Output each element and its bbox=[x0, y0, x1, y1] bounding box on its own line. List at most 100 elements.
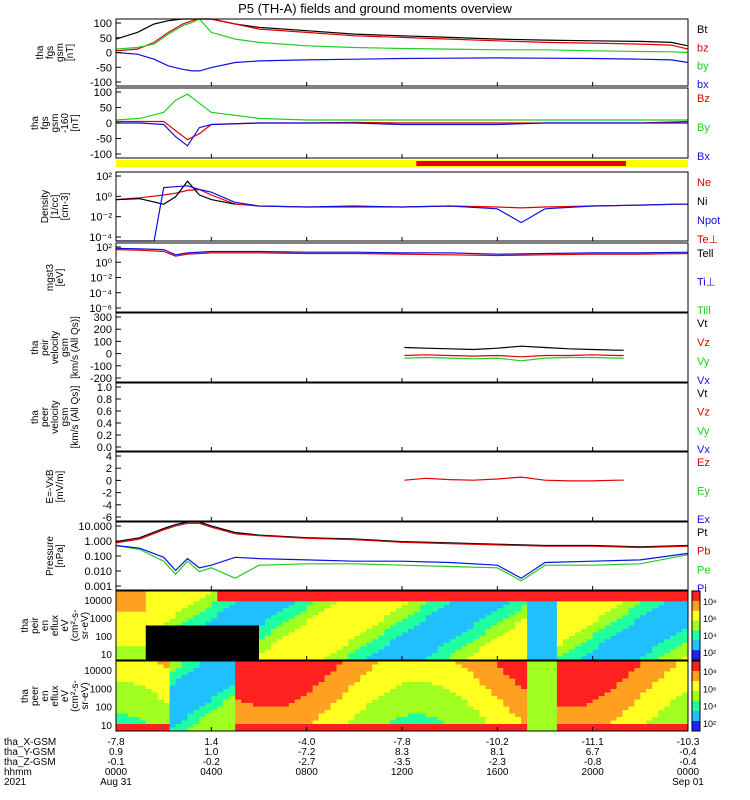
spectrogram-cell bbox=[682, 720, 689, 725]
spectrogram-cell bbox=[562, 594, 570, 599]
spectrogram-cell bbox=[413, 615, 421, 620]
spectrogram-cell bbox=[431, 604, 439, 609]
spectrogram-cell bbox=[306, 632, 314, 637]
spectrogram-cell bbox=[431, 682, 439, 686]
xaxis-row-label: tha_Z-GSM bbox=[4, 757, 56, 768]
spectrogram-cell bbox=[336, 615, 343, 620]
spectrogram-cell bbox=[217, 591, 224, 595]
spectrogram-cell bbox=[533, 639, 540, 644]
spectrogram-cell bbox=[658, 703, 665, 707]
ytick-label: 10⁻² bbox=[90, 212, 112, 224]
spectrogram-cell bbox=[503, 692, 510, 697]
spectrogram-cell bbox=[592, 591, 600, 595]
legend-entry: Ex bbox=[697, 514, 710, 526]
spectrogram-cell bbox=[443, 710, 451, 714]
spectrogram-cell bbox=[181, 724, 188, 728]
spectrogram-cell bbox=[241, 696, 248, 700]
spectrogram-cell bbox=[169, 601, 177, 606]
spectrogram-cell bbox=[497, 608, 504, 613]
spectrogram-cell bbox=[211, 656, 218, 661]
spectrogram-cell bbox=[425, 685, 433, 690]
spectrogram-cell bbox=[527, 678, 534, 683]
spectrogram-cell bbox=[366, 632, 373, 637]
spectrogram-cell bbox=[288, 703, 296, 707]
spectrogram-cell bbox=[640, 671, 647, 676]
spectrogram-cell bbox=[223, 628, 230, 633]
spectrogram-cell bbox=[378, 703, 385, 707]
ytick-label: 50 bbox=[100, 33, 112, 45]
spectrogram-cell bbox=[509, 632, 516, 637]
spectrogram-cell bbox=[282, 601, 290, 606]
spectrogram-cell bbox=[133, 692, 141, 697]
spectrogram-cell bbox=[467, 646, 474, 651]
spectrogram-cell bbox=[503, 635, 510, 640]
spectrogram-cell bbox=[425, 671, 433, 676]
spectrogram-cell bbox=[419, 625, 427, 630]
spectrogram-cell bbox=[550, 727, 558, 732]
spectrogram-cell bbox=[205, 675, 212, 679]
spectrogram-cell bbox=[527, 727, 534, 732]
spectrogram-cell bbox=[574, 597, 582, 602]
spectrogram-cell bbox=[664, 727, 671, 732]
spectrogram-cell bbox=[116, 615, 123, 620]
spectrogram-cell bbox=[235, 649, 242, 654]
spectrogram-cell bbox=[217, 696, 224, 700]
spectrogram-cell bbox=[634, 611, 641, 616]
spectrogram-cell bbox=[342, 625, 349, 630]
spectrogram-cell bbox=[646, 706, 653, 711]
spectrogram-cell bbox=[223, 710, 230, 714]
spectrogram-cell bbox=[306, 682, 314, 686]
spectrogram-cell bbox=[181, 632, 188, 637]
spectrogram-cell bbox=[664, 608, 671, 613]
spectrogram-cell bbox=[503, 646, 510, 651]
ytick-label: 10² bbox=[96, 171, 112, 183]
spectrogram-cell bbox=[545, 597, 552, 602]
spectrogram-cell bbox=[211, 682, 218, 686]
spectrogram-cell bbox=[634, 724, 641, 728]
spectrogram-cell bbox=[467, 727, 474, 732]
spectrogram-cell bbox=[515, 597, 522, 602]
spectrogram-cell bbox=[574, 618, 582, 623]
spectrogram-cell bbox=[193, 664, 200, 669]
spectrogram-cell bbox=[372, 685, 379, 690]
spectrogram-cell bbox=[264, 699, 272, 704]
spectrogram-cell bbox=[407, 682, 415, 686]
spectrogram-cell bbox=[342, 703, 349, 707]
spectrogram-cell bbox=[527, 720, 534, 725]
spectrogram-cell bbox=[550, 656, 558, 661]
spectrogram-cell bbox=[324, 601, 331, 606]
ytick-label: 100 bbox=[95, 703, 112, 714]
spectrogram-cell bbox=[384, 661, 391, 665]
spectrogram-cell bbox=[658, 622, 665, 626]
spectrogram-cell bbox=[336, 664, 343, 669]
spectrogram-cell bbox=[276, 703, 284, 707]
spectrogram-cell bbox=[503, 622, 510, 626]
spectrogram-cell bbox=[264, 685, 272, 690]
spectrogram-cell bbox=[139, 678, 147, 683]
legend-entry: Ti⊥ bbox=[697, 277, 715, 289]
spectrogram-cell bbox=[580, 628, 588, 633]
spectrogram-cell bbox=[634, 635, 641, 640]
spectrogram-cell bbox=[318, 656, 326, 661]
spectrogram-cell bbox=[270, 671, 278, 676]
spectrogram-cell bbox=[163, 720, 171, 725]
spectrogram-cell bbox=[556, 625, 564, 630]
spectrogram-cell bbox=[306, 635, 314, 640]
spectrogram-cell bbox=[545, 668, 552, 672]
spectrogram-cell bbox=[211, 661, 218, 665]
spectrogram-cell bbox=[539, 628, 546, 633]
spectrogram-cell bbox=[646, 692, 653, 697]
spectrogram-cell bbox=[127, 717, 135, 721]
spectrogram-cell bbox=[449, 727, 457, 732]
spectrogram-cell bbox=[133, 618, 141, 623]
spectrogram-cell bbox=[378, 727, 385, 732]
spectrogram-cell bbox=[431, 642, 439, 647]
spectrogram-cell bbox=[247, 717, 254, 721]
spectrogram-cell bbox=[658, 649, 665, 654]
spectrogram-cell bbox=[455, 622, 463, 626]
spectrogram-cell bbox=[449, 685, 457, 690]
spectrogram-cell bbox=[348, 635, 355, 640]
spectrogram-cell bbox=[509, 635, 516, 640]
spectrogram-cell bbox=[282, 608, 290, 613]
spectrogram-cell bbox=[473, 696, 480, 700]
